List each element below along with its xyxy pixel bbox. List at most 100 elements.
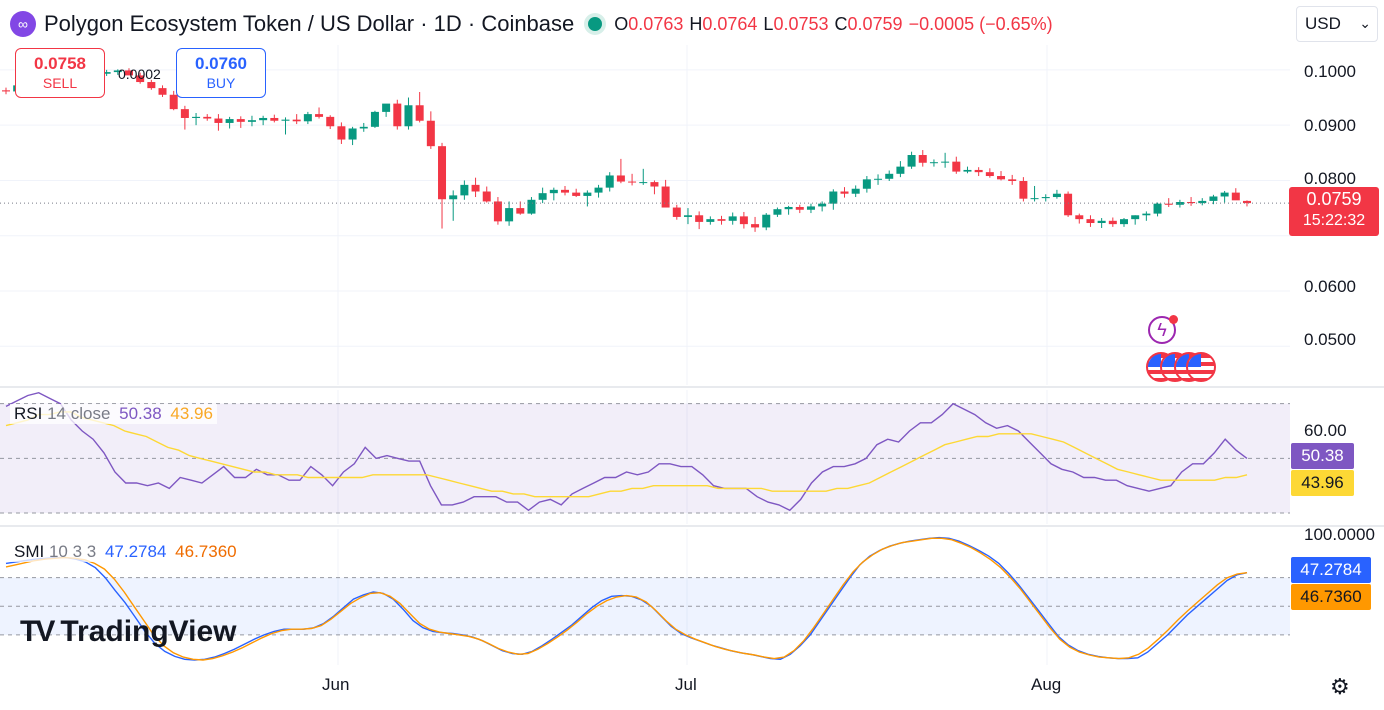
x-tick-label: Jul <box>675 675 697 694</box>
rsi-legend-name: RSI <box>14 404 43 423</box>
buy-price: 0.0760 <box>195 54 247 73</box>
rsi-value-badge: 50.38 <box>1291 443 1354 469</box>
candle-body <box>795 206 804 210</box>
smi-value-badge: 47.2784 <box>1291 557 1371 583</box>
candle-body <box>751 224 760 228</box>
candle-body <box>1131 215 1140 220</box>
candle-body <box>572 192 581 196</box>
candle-body <box>124 70 133 76</box>
candle-body <box>337 126 346 140</box>
candle-body <box>561 189 569 193</box>
candle-body <box>113 70 122 73</box>
rsi-legend-value: 50.38 <box>119 404 162 423</box>
candle-body <box>393 103 402 127</box>
candle-body <box>661 186 670 208</box>
candle-body <box>348 128 357 140</box>
rsi-ma-line <box>5 411 1248 498</box>
candle-body <box>370 111 379 127</box>
us-flag-icon[interactable] <box>1186 352 1216 382</box>
candle-body <box>192 116 201 118</box>
candle-body <box>471 184 480 192</box>
price-tick-label: 0.1000 <box>1304 62 1356 81</box>
candle-body <box>1187 202 1196 204</box>
candle-body <box>672 207 681 217</box>
candle-body <box>1097 220 1106 224</box>
candle-body <box>1175 202 1184 205</box>
candle-body <box>806 206 815 210</box>
ohlc-change: −0.0005 (−0.65%) <box>908 13 1053 34</box>
candle-body <box>695 215 704 222</box>
rsi-line <box>5 391 1248 512</box>
last-price-badge: 0.0759 15:22:32 <box>1289 187 1379 236</box>
candle-body <box>136 75 145 83</box>
candle-body <box>158 88 167 95</box>
candle-body <box>717 219 726 221</box>
buy-button[interactable]: 0.0760 BUY <box>176 48 266 98</box>
spread-value: 0.0002 <box>118 66 161 82</box>
candle-body <box>907 155 916 167</box>
sell-button[interactable]: 0.0758 SELL <box>15 48 105 98</box>
rsi-legend[interactable]: RSI 14 close 50.38 43.96 <box>10 404 217 424</box>
candle-body <box>225 119 234 123</box>
market-status-icon <box>588 17 603 31</box>
tradingview-watermark: TV TradingView <box>20 615 237 649</box>
ohlc-low: L0.0753 <box>763 13 829 34</box>
price-tick-label: 0.0800 <box>1304 169 1356 188</box>
candle-body <box>1120 219 1128 225</box>
candle-body <box>382 103 391 112</box>
candle-body <box>739 216 748 225</box>
candle-body <box>929 162 938 164</box>
candle-body <box>1198 200 1207 204</box>
currency-select[interactable]: USD ⌄ <box>1296 6 1378 42</box>
candle-body <box>1041 197 1050 199</box>
candle-body <box>616 175 625 182</box>
candle-body <box>952 161 961 172</box>
settings-icon[interactable]: ⚙ <box>1330 674 1350 699</box>
candle-body <box>527 199 536 214</box>
smi-legend-value: 47.2784 <box>104 542 167 561</box>
candle-body <box>762 214 771 228</box>
smi-signal-line <box>5 537 1248 661</box>
candle-body <box>1008 179 1017 181</box>
candle-body <box>460 184 469 196</box>
rsi-tick-label: 60.00 <box>1304 421 1347 440</box>
economic-events[interactable] <box>1146 352 1216 384</box>
candle-body <box>147 82 156 89</box>
candle-body <box>583 192 592 196</box>
candle-body <box>918 155 927 163</box>
tradingview-logo-icon: TV <box>20 615 55 648</box>
watermark-text: TradingView <box>60 615 237 648</box>
candle-body <box>247 120 256 122</box>
price-tick-label: 0.0900 <box>1304 116 1356 135</box>
smi-signal-value-badge: 46.7360 <box>1291 584 1371 610</box>
candle-body <box>706 219 715 222</box>
candle-body <box>862 179 871 189</box>
candle-body <box>974 169 983 173</box>
candle-body <box>1231 192 1240 201</box>
candle-body <box>1164 203 1173 205</box>
candle-body <box>1242 200 1251 204</box>
candle-body <box>292 119 301 122</box>
candle-body <box>169 94 178 110</box>
smi-legend[interactable]: SMI 10 3 3 47.2784 46.7360 <box>10 542 241 562</box>
candle-body <box>516 208 525 214</box>
candle-body <box>315 114 324 117</box>
candle-body <box>438 146 447 200</box>
smi-signal-legend-value: 46.7360 <box>175 542 237 561</box>
candle-body <box>270 117 279 121</box>
x-tick-label: Aug <box>1031 675 1062 694</box>
candle-body <box>449 195 458 200</box>
candle-body <box>963 169 972 172</box>
candle-body <box>728 216 737 221</box>
candle-body <box>874 178 883 180</box>
candle-body <box>415 105 424 121</box>
rsi-legend-params: 14 close <box>47 404 111 423</box>
lightning-icon[interactable]: ϟ <box>1148 315 1178 344</box>
candle-body <box>203 116 212 119</box>
polygon-logo-icon: ∞ <box>10 11 36 37</box>
symbol-title[interactable]: Polygon Ecosystem Token / US Dollar · 1D… <box>44 11 575 36</box>
symbol-header: ∞ Polygon Ecosystem Token / US Dollar · … <box>10 8 1059 40</box>
candle-body <box>326 116 335 127</box>
candle-body <box>281 119 290 121</box>
